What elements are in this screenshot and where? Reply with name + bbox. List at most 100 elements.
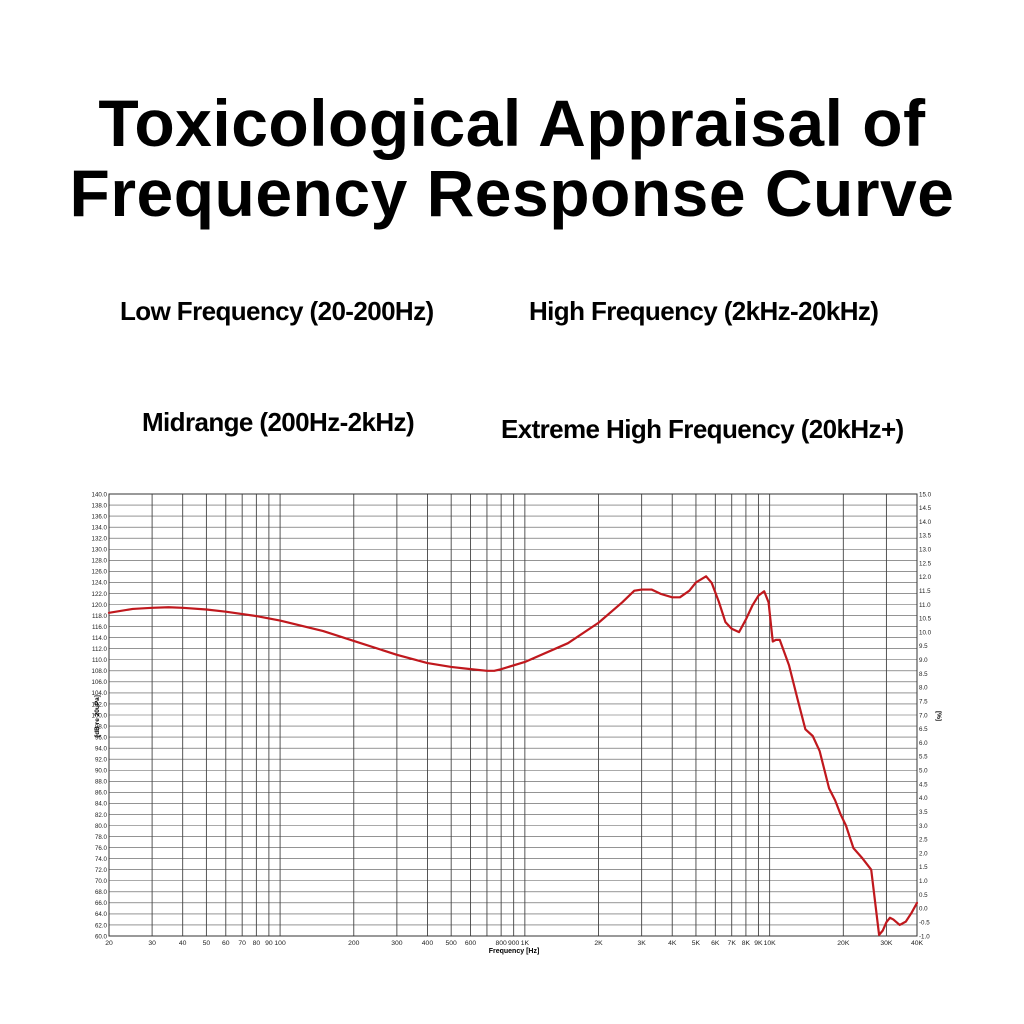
y2-tick-label: 9.5: [919, 643, 928, 650]
x-tick-label: 10K: [764, 940, 777, 947]
x-tick-label: 400: [422, 940, 434, 947]
y-tick-label: 120.0: [92, 602, 108, 609]
x-tick-label: 800: [495, 940, 507, 947]
y2-tick-label: 4.5: [919, 781, 928, 788]
y-tick-label: 126.0: [92, 569, 108, 576]
y-tick-label: 82.0: [95, 812, 108, 819]
x-tick-label: 20K: [837, 940, 850, 947]
y2-tick-label: 10.5: [919, 616, 932, 623]
page-title-line-1: Toxicological Appraisal of: [98, 86, 926, 160]
y-axis-label: [dB re 20uPa]: [94, 695, 101, 737]
x-tick-label: 30: [148, 940, 156, 947]
x-tick-label: 200: [348, 940, 360, 947]
y-tick-label: 76.0: [95, 845, 108, 852]
y2-tick-label: 11.0: [919, 602, 931, 609]
y2-tick-label: 2.0: [919, 850, 928, 857]
y-tick-label: 132.0: [92, 536, 108, 543]
y2-tick-label: 8.0: [919, 685, 928, 692]
y-tick-label: 86.0: [95, 790, 108, 797]
low-frequency-label: Low Frequency (20-200Hz): [120, 296, 434, 326]
y-tick-label: 110.0: [92, 657, 108, 664]
y-tick-label: 112.0: [92, 646, 108, 653]
y-tick-label: 72.0: [95, 867, 108, 874]
y-tick-label: 122.0: [92, 591, 108, 598]
y2-tick-label: 11.5: [919, 588, 931, 595]
y-tick-label: 128.0: [92, 558, 108, 565]
y-tick-label: 92.0: [95, 757, 108, 764]
x-tick-label: 100: [274, 940, 286, 947]
x-tick-label: 4K: [668, 940, 677, 947]
y2-tick-label: 14.0: [919, 519, 932, 526]
y-tick-label: 114.0: [92, 635, 108, 642]
x-tick-label: 5K: [692, 940, 701, 947]
y-tick-label: 80.0: [95, 823, 108, 830]
y-tick-label: 134.0: [92, 524, 108, 531]
y-tick-label: 118.0: [92, 613, 108, 620]
x-tick-label: 2K: [594, 940, 603, 947]
y2-tick-label: 8.5: [919, 671, 928, 678]
x-tick-label: 9K: [754, 940, 763, 947]
y-tick-label: 68.0: [95, 889, 108, 896]
x-axis-label: Frequency [Hz]: [489, 948, 540, 955]
y2-tick-label: 3.5: [919, 809, 928, 816]
frequency-response-line: [107, 575, 919, 936]
y2-tick-label: 7.5: [919, 698, 928, 705]
plot-frame: [108, 493, 918, 937]
y2-tick-label: 12.5: [919, 560, 932, 567]
y-tick-label: 140.0: [92, 491, 108, 498]
x-tick-label: 600: [465, 940, 477, 947]
tick-layer: 140.0 138.0 136.0 134.0 132.0 130.0 128.0 126.0…: [92, 491, 932, 947]
y-tick-label: 124.0: [92, 580, 108, 587]
y-tick-label: 102.0: [92, 701, 108, 708]
y-tick-label: 116.0: [92, 624, 108, 631]
y2-tick-label: 7.0: [919, 712, 928, 719]
y2-tick-label: 5.5: [919, 754, 928, 761]
extreme-high-frequency-label: Extreme High Frequency (20kHz+): [501, 414, 904, 444]
y-tick-label: 130.0: [92, 547, 108, 554]
y-tick-label: 104.0: [92, 690, 108, 697]
y-tick-label: 106.0: [92, 679, 108, 686]
high-frequency-label: High Frequency (2kHz-20kHz): [529, 296, 879, 326]
y2-tick-label: 5.0: [919, 768, 928, 775]
y2-tick-label: 14.5: [919, 505, 932, 512]
y2-tick-label: 0.0: [919, 906, 928, 913]
y-tick-label: 90.0: [95, 768, 108, 775]
y-tick-label: 64.0: [95, 911, 108, 918]
y-tick-label: 98.0: [95, 723, 108, 730]
midrange-label: Midrange (200Hz-2kHz): [142, 407, 415, 437]
y-tick-label: 84.0: [95, 801, 108, 808]
y2-tick-label: 4.0: [919, 795, 928, 802]
y2-tick-label: 6.5: [919, 726, 928, 733]
x-tick-label: 500: [446, 940, 458, 947]
y2-tick-label: 10.0: [919, 629, 932, 636]
y2-tick-label: 3.0: [919, 823, 928, 830]
y2-tick-label: 2.5: [919, 837, 928, 844]
y-tick-label: 108.0: [92, 668, 108, 675]
y-tick-label: 138.0: [92, 502, 108, 509]
page-title-line-2: Frequency Response Curve: [69, 156, 955, 230]
x-tick-label: 900: [508, 940, 520, 947]
y-tick-label: 94.0: [95, 745, 108, 752]
y-tick-label: 66.0: [95, 900, 108, 907]
grid-layer: [108, 493, 918, 937]
x-tick-label: 6K: [711, 940, 720, 947]
x-tick-label: 80: [253, 940, 261, 947]
x-tick-label: 300: [391, 940, 403, 947]
y2-tick-label: 1.5: [919, 864, 928, 871]
curve-layer: [107, 575, 919, 936]
x-tick-label: 60: [222, 940, 230, 947]
x-tick-label: 3K: [637, 940, 646, 947]
y2-tick-label: 0.5: [919, 892, 928, 899]
x-tick-label: 1K: [521, 940, 530, 947]
y2-tick-label: 13.0: [919, 547, 932, 554]
y-tick-label: 78.0: [95, 834, 108, 841]
x-tick-label: 70: [238, 940, 246, 947]
x-tick-label: 90: [265, 940, 273, 947]
y2-tick-label: 15.0: [919, 491, 932, 498]
y-tick-label: 62.0: [95, 922, 108, 929]
y-tick-label: 74.0: [95, 856, 108, 863]
x-tick-label: 8K: [742, 940, 751, 947]
y2-tick-label: 6.0: [919, 740, 928, 747]
y2-tick-label: 12.0: [919, 574, 932, 581]
y-tick-label: 96.0: [95, 734, 108, 741]
